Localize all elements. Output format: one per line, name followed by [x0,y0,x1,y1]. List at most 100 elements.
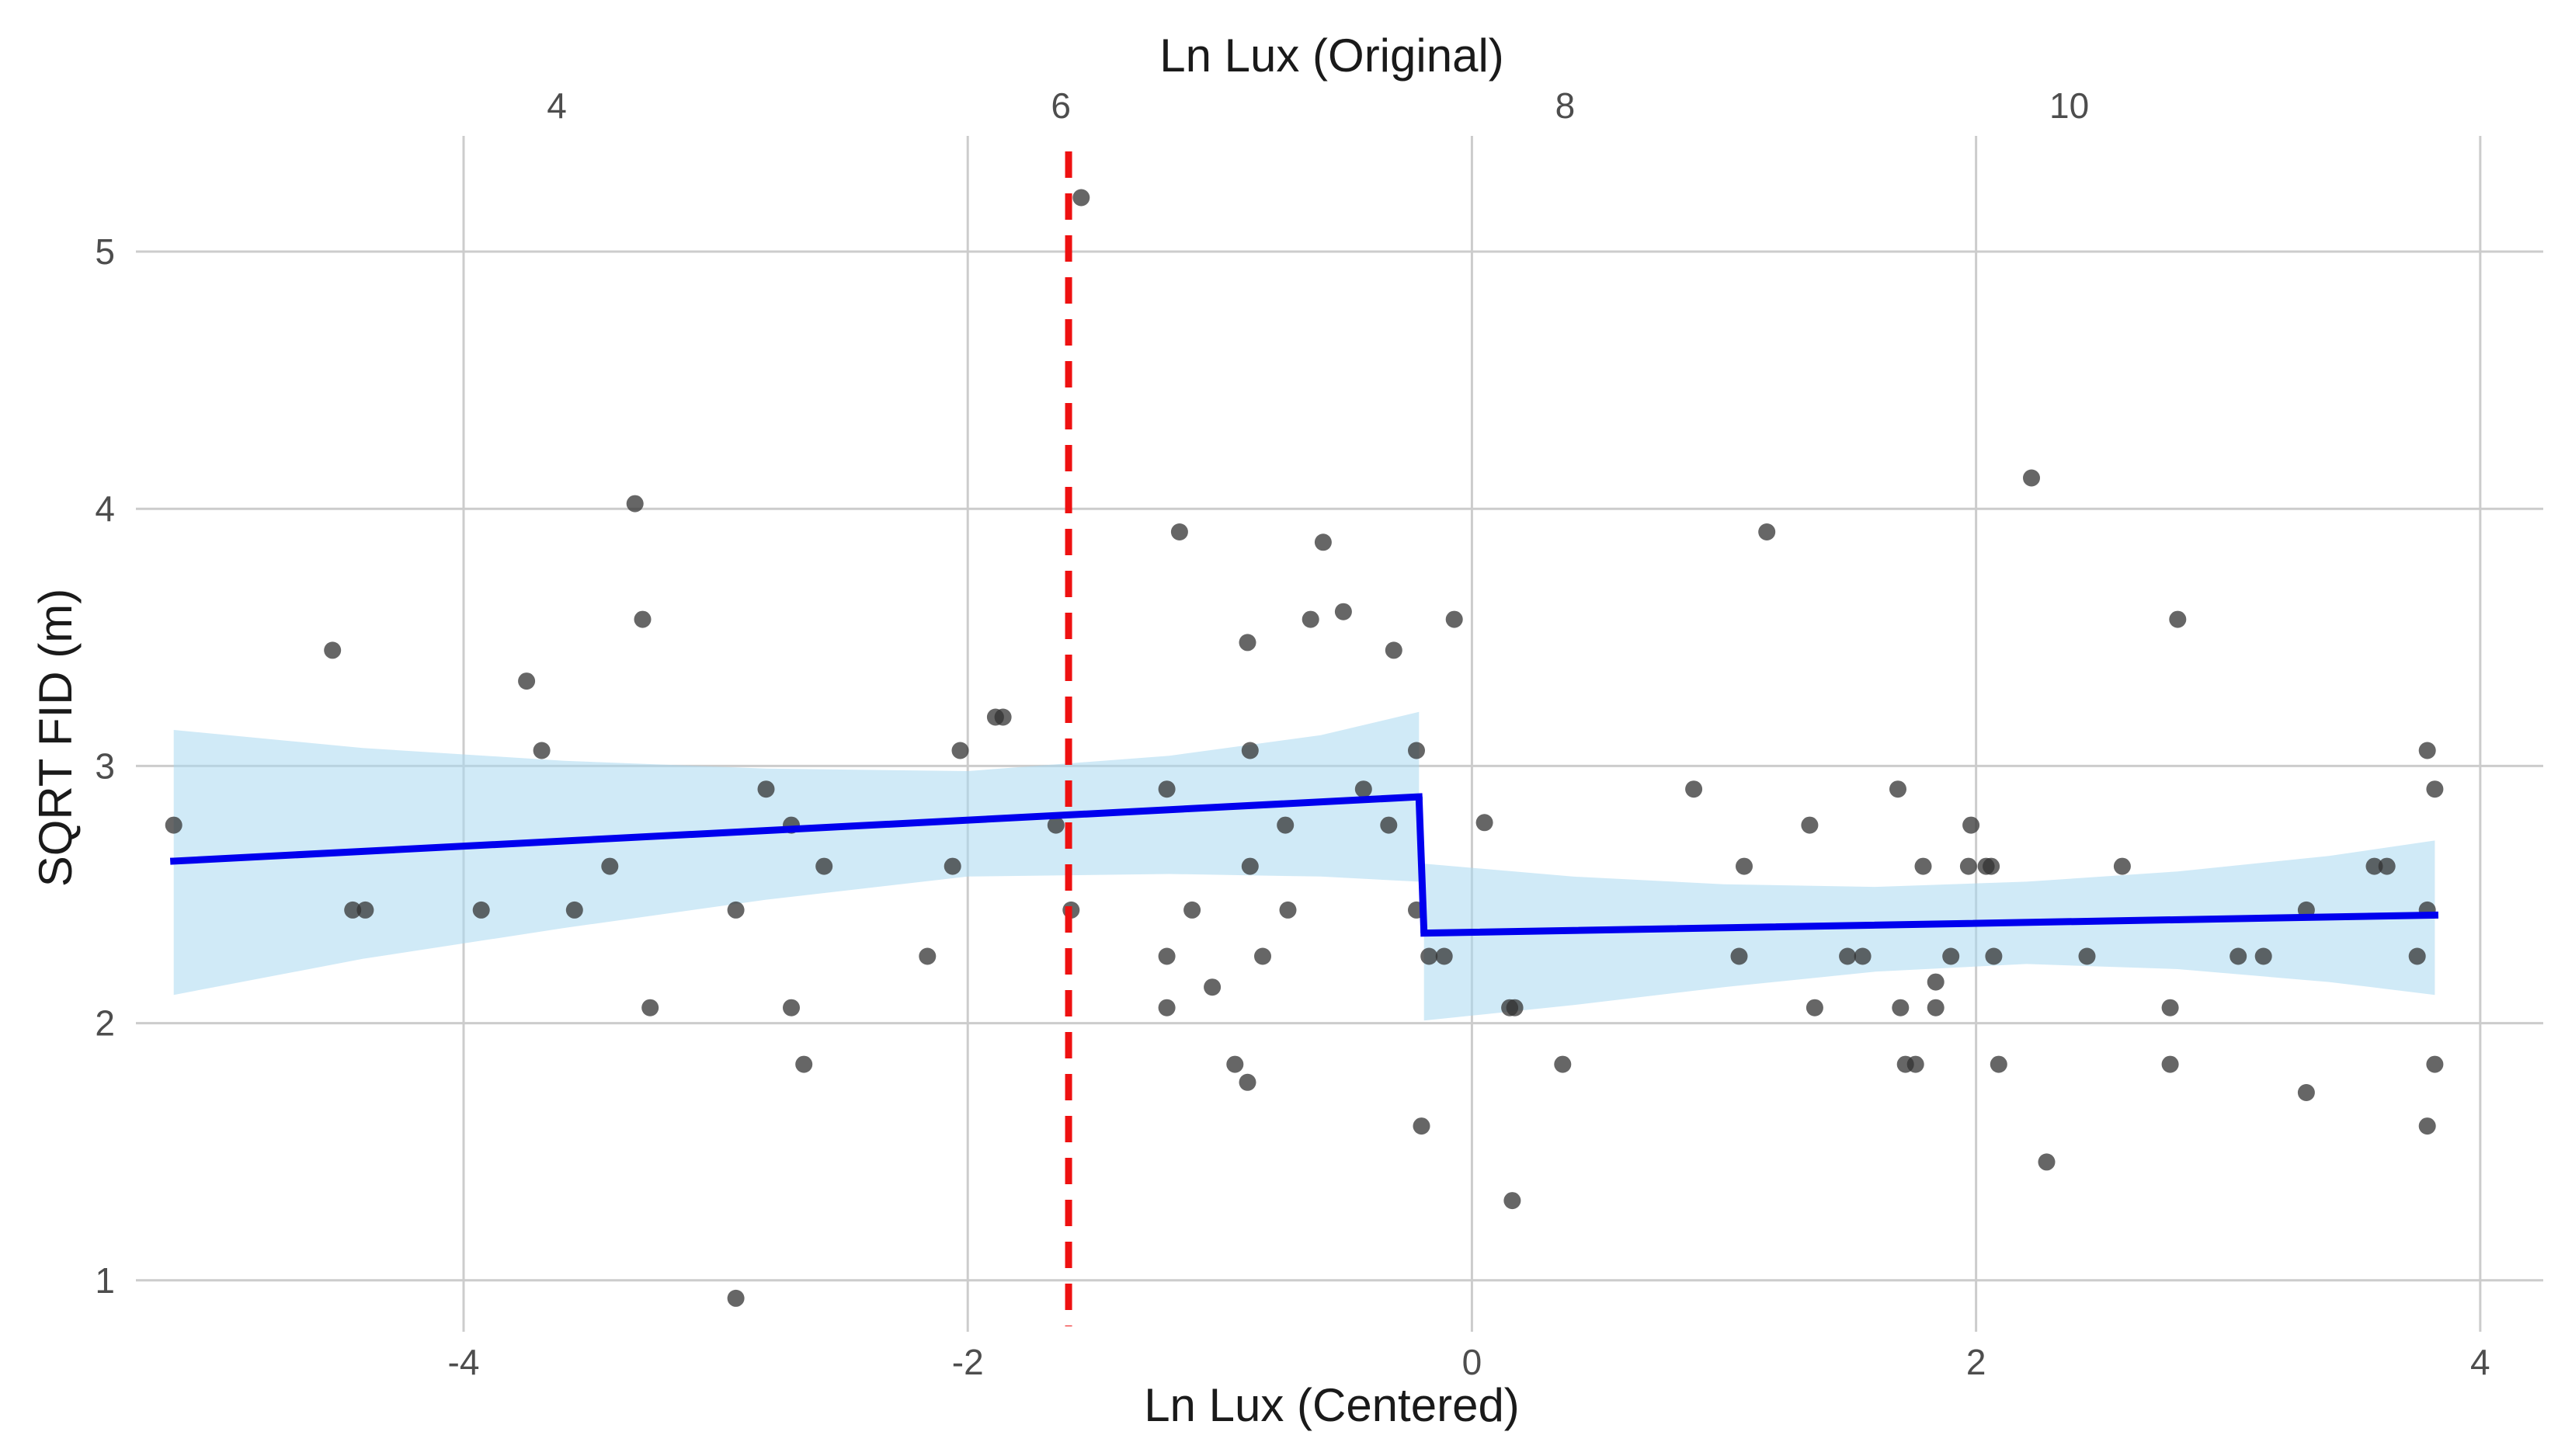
data-point [1445,610,1463,628]
y-tick-label: 2 [95,1003,115,1044]
data-point [1170,523,1188,540]
x-axis-label: Ln Lux (Centered) [1144,1379,1520,1431]
data-point [1204,978,1222,996]
data-point [472,901,490,919]
data-point [2161,1055,2179,1073]
data-point [1927,999,1945,1016]
data-point [2113,857,2131,875]
data-point [994,708,1012,726]
data-point [1158,999,1176,1016]
fit-step-line [1415,796,1428,933]
data-point [1854,947,1872,965]
data-point [1241,857,1259,875]
x-tick-label: 4 [2470,1342,2490,1382]
data-point [1158,780,1176,798]
fit-line [169,793,1423,865]
fit-line [1420,911,2438,937]
y-tick-label: 4 [95,488,115,529]
data-point [1685,780,1703,798]
data-point [2408,947,2426,965]
top-axis-label: Ln Lux (Original) [1159,30,1504,82]
data-point [2426,780,2444,798]
data-point [1889,780,1906,798]
data-point [1990,1055,2007,1073]
data-point [1380,816,1398,834]
data-point [1183,901,1201,919]
data-point [2418,742,2436,759]
data-point [2161,999,2179,1016]
y-tick-label: 1 [95,1260,115,1301]
top-tick-label: 10 [2049,85,2089,126]
confidence-ribbon [173,711,1420,996]
data-point [1277,816,1295,834]
x-tick-label: -2 [952,1342,984,1382]
data-point [1302,610,1319,628]
data-point [2023,469,2040,487]
data-point [641,999,659,1016]
data-point [1047,816,1065,834]
x-tick-label: 0 [1462,1342,1482,1382]
data-point [634,610,652,628]
data-point [1839,947,1857,965]
data-point [565,901,583,919]
data-point [2169,610,2187,628]
top-tick-label: 4 [547,85,567,126]
data-points [165,189,2444,1307]
data-point [626,495,644,513]
y-tick-label: 5 [95,231,115,272]
data-point [1927,973,1945,991]
data-point [1254,947,1271,965]
data-point [533,742,551,759]
data-point [2426,1055,2444,1073]
top-tick-label: 8 [1555,85,1576,126]
data-point [2297,1084,2315,1101]
data-point [1914,857,1932,875]
data-point [2078,947,2096,965]
data-point [1420,947,1438,965]
data-point [2365,857,2383,875]
data-point [1279,901,1297,919]
data-point [1239,1073,1256,1091]
data-point [601,857,619,875]
x-tick-label: -4 [448,1342,480,1382]
data-point [944,857,961,875]
data-point [727,1289,745,1307]
data-point [1506,999,1524,1016]
data-point [344,901,362,919]
data-point [1758,523,1776,540]
data-point [1892,999,1910,1016]
data-point [795,1055,813,1073]
data-point [1239,634,1256,652]
confidence-ribbon [1423,840,2435,1021]
data-point [1985,947,2003,965]
data-point [1158,947,1176,965]
top-tick-label: 6 [1051,85,1071,126]
data-point [1314,533,1332,551]
data-point [1435,947,1453,965]
data-point [1942,947,1960,965]
data-point [1730,947,1748,965]
data-point [1226,1055,1244,1073]
data-point [2038,1153,2056,1171]
data-point [1241,742,1259,759]
x-tick-label: 2 [1966,1342,1986,1382]
data-point [1736,857,1753,875]
data-point [1959,857,1977,875]
data-point [1072,189,1090,207]
data-point [919,947,937,965]
data-point [2254,947,2272,965]
data-point [1906,1055,1924,1073]
data-point [951,742,969,759]
data-point [1334,603,1352,620]
y-tick-label: 3 [95,745,115,786]
data-point [727,901,745,919]
data-point [1962,816,1980,834]
data-point [783,999,800,1016]
data-point [324,641,342,659]
data-point [1413,1117,1430,1135]
data-point [2230,947,2247,965]
data-point [165,816,182,834]
data-point [1806,999,1823,1016]
data-point [1354,780,1372,798]
